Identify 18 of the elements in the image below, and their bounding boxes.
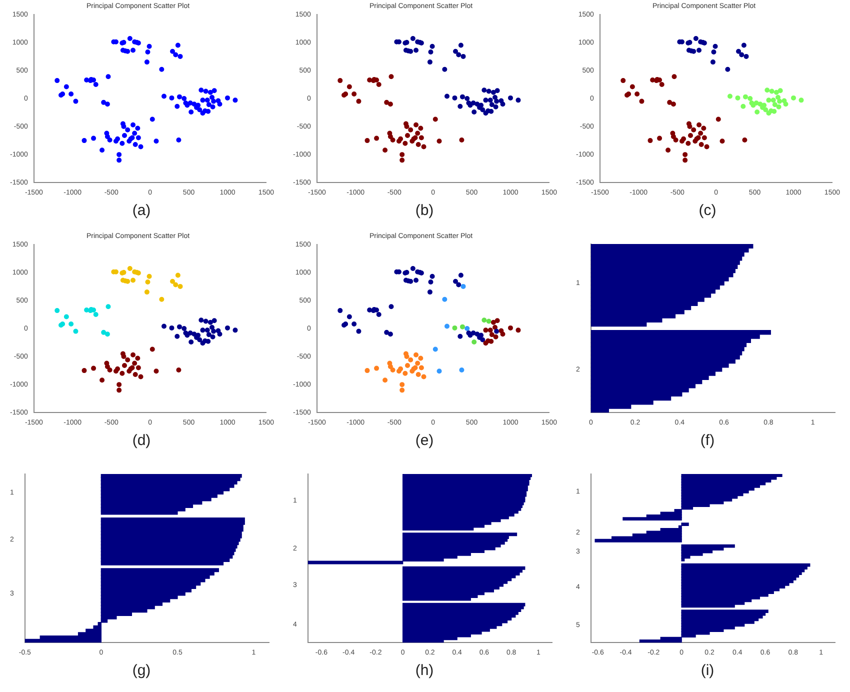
bar — [680, 522, 688, 526]
bar — [622, 517, 682, 521]
text: (b) — [415, 202, 434, 219]
text: (g) — [132, 662, 151, 679]
bar — [680, 610, 768, 614]
bar — [590, 264, 738, 270]
text: (e) — [415, 432, 434, 449]
text: (d) — [132, 432, 151, 449]
text: (c) — [698, 202, 716, 219]
bar — [590, 354, 740, 360]
text: (a) — [132, 202, 151, 219]
text: (i) — [700, 662, 714, 679]
bar — [24, 638, 102, 643]
text: (f) — [700, 432, 715, 449]
text: (h) — [415, 662, 434, 679]
bar — [590, 244, 753, 248]
bar — [594, 538, 682, 542]
bar — [638, 640, 682, 643]
